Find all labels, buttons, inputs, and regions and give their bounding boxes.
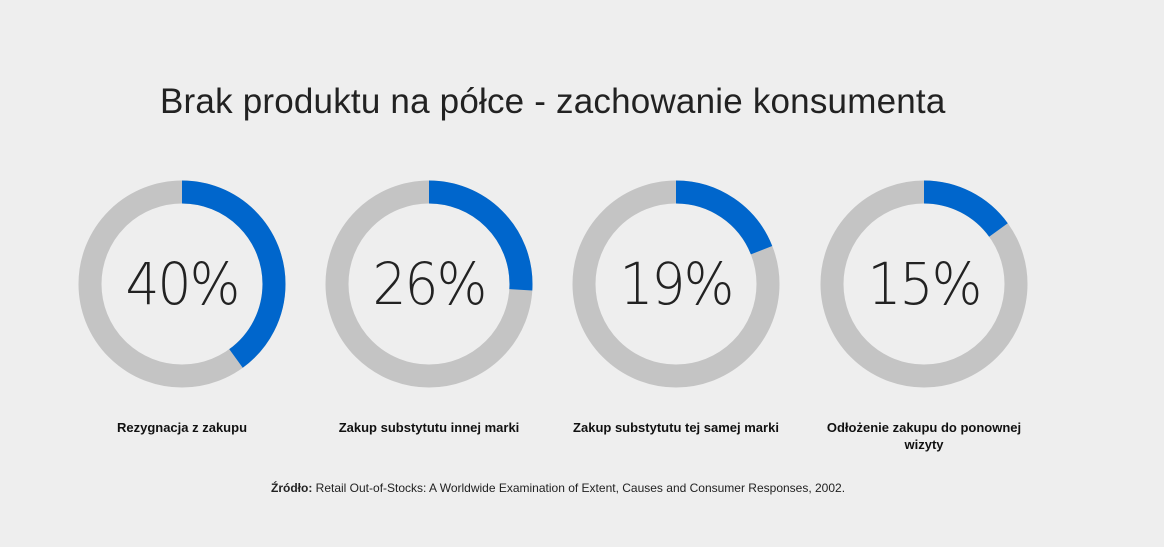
donut-value-label: 40% xyxy=(125,250,240,318)
source-note: Źródło: Retail Out-of-Stocks: A Worldwid… xyxy=(271,481,845,495)
donut-segment xyxy=(78,180,286,388)
donut-value-label: 19% xyxy=(619,250,734,318)
donut-chart: 26% xyxy=(325,180,533,388)
donut-chart: 40% xyxy=(78,180,286,388)
donut-segment xyxy=(820,180,1028,388)
donut-segment xyxy=(325,180,533,388)
donut-category-label: Rezygnacja z zakupu xyxy=(116,420,248,435)
donut-chart: 19% xyxy=(572,180,780,388)
source-text: Retail Out-of-Stocks: A Worldwide Examin… xyxy=(312,481,846,495)
donut-category-label: Zakup substytutu innej marki xyxy=(338,420,520,435)
donut-category-label: Odłożenie zakupu do ponownej wizyty xyxy=(826,420,1022,452)
donut-value-label: 26% xyxy=(372,250,487,318)
donut-value-label: 15% xyxy=(867,250,982,318)
donut-category-label: Zakup substytutu tej samej marki xyxy=(573,420,779,435)
chart-title: Brak produktu na półce - zachowanie kons… xyxy=(160,82,946,121)
donut-chart: 15% xyxy=(820,180,1028,388)
source-label: Źródło: xyxy=(271,481,313,495)
donut-segment xyxy=(572,180,780,388)
